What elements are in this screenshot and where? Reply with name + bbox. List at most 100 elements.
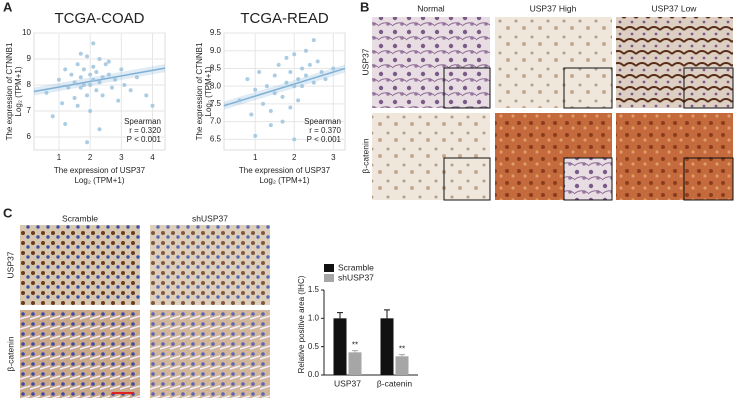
x-tick-label: 1 bbox=[57, 153, 62, 162]
x-tick-label: 1 bbox=[253, 153, 258, 162]
point bbox=[106, 72, 111, 77]
point bbox=[91, 64, 96, 69]
bar bbox=[348, 352, 362, 375]
point bbox=[66, 85, 71, 90]
point bbox=[63, 67, 68, 72]
x-tick-label: 3 bbox=[119, 153, 124, 162]
y-tick-label: 6 bbox=[27, 132, 32, 141]
point bbox=[288, 105, 293, 110]
point bbox=[116, 98, 121, 103]
point bbox=[319, 70, 324, 74]
point bbox=[91, 41, 96, 46]
point bbox=[69, 72, 74, 77]
annotation: Spearman bbox=[304, 117, 341, 126]
point bbox=[88, 72, 93, 77]
row-label: USP37 bbox=[5, 251, 15, 278]
annotation: P < 0.001 bbox=[127, 135, 162, 144]
point bbox=[276, 62, 281, 67]
inset bbox=[563, 67, 613, 109]
point bbox=[72, 80, 77, 85]
point bbox=[103, 62, 108, 67]
micrograph bbox=[20, 225, 140, 305]
significance-label: ** bbox=[352, 341, 358, 350]
x-tick-label: β-catenin bbox=[377, 378, 412, 388]
error-bar bbox=[384, 309, 390, 319]
point bbox=[331, 66, 336, 71]
column-label: Scramble bbox=[62, 213, 98, 223]
x-axis-label: Log₂ (TPM+1) bbox=[74, 176, 124, 185]
y-tick-label: 7.5 bbox=[210, 99, 222, 108]
point bbox=[78, 85, 83, 90]
micrograph bbox=[150, 225, 270, 305]
x-axis-label: The expression of USP37 bbox=[54, 166, 146, 175]
significance-label: ** bbox=[399, 345, 405, 354]
x-tick-label: 3 bbox=[331, 153, 336, 162]
point bbox=[81, 83, 86, 87]
x-axis-label: The expression of USP37 bbox=[239, 166, 331, 175]
point bbox=[303, 48, 308, 53]
point bbox=[257, 70, 262, 74]
x-tick-label: 4 bbox=[150, 153, 155, 162]
point bbox=[280, 94, 285, 99]
point bbox=[245, 77, 250, 82]
point bbox=[94, 70, 99, 74]
point bbox=[85, 93, 90, 98]
x-axis-label: Log₂ (TPM+1) bbox=[259, 176, 309, 185]
point bbox=[100, 93, 105, 98]
y-axis-label: The expression of CTNNB1 bbox=[195, 42, 204, 140]
error-bar bbox=[352, 350, 358, 353]
y-tick-label: 7.0 bbox=[210, 117, 222, 126]
panel-label: A bbox=[3, 0, 13, 14]
point bbox=[300, 84, 305, 89]
inset bbox=[683, 157, 734, 201]
y-tick-label: 8 bbox=[27, 80, 32, 89]
point bbox=[323, 77, 328, 82]
annotation: r = 0.320 bbox=[129, 126, 161, 135]
point bbox=[253, 133, 258, 138]
point bbox=[261, 101, 266, 106]
column-label: USP37 High bbox=[530, 3, 577, 13]
y-axis-label: The expression of CTNNB1 bbox=[5, 42, 14, 140]
column-label: USP37 Low bbox=[652, 3, 698, 13]
y-axis-label: Log₂ (TPM+1) bbox=[14, 66, 23, 116]
trendline bbox=[223, 67, 346, 107]
legend-label: Scramble bbox=[338, 262, 374, 272]
point bbox=[272, 73, 277, 78]
error-bar bbox=[337, 312, 343, 319]
point bbox=[253, 87, 258, 92]
trendline bbox=[33, 67, 166, 93]
point bbox=[63, 122, 68, 126]
point bbox=[75, 103, 80, 108]
point bbox=[113, 77, 118, 82]
point bbox=[56, 77, 61, 82]
legend-swatch bbox=[324, 264, 334, 272]
point bbox=[97, 127, 102, 132]
point bbox=[50, 114, 55, 119]
point bbox=[144, 93, 149, 98]
x-tick-label: 2 bbox=[292, 153, 297, 162]
plot-area bbox=[223, 32, 346, 151]
point bbox=[303, 73, 308, 78]
panel-label: B bbox=[360, 0, 369, 14]
point bbox=[307, 62, 312, 67]
point bbox=[128, 88, 133, 93]
point bbox=[85, 140, 90, 145]
row-label: USP37 bbox=[360, 48, 370, 75]
point bbox=[296, 77, 301, 82]
point bbox=[109, 85, 114, 90]
point bbox=[311, 80, 316, 85]
point bbox=[311, 38, 316, 43]
column-label: shUSP37 bbox=[192, 213, 228, 223]
x-tick-label: USP37 bbox=[334, 378, 361, 388]
annotation: P < 0.001 bbox=[307, 135, 342, 144]
chart-title: TCGA-READ bbox=[240, 10, 329, 27]
row-label: β-catenin bbox=[5, 336, 15, 371]
panel-label: C bbox=[3, 205, 13, 220]
point bbox=[44, 90, 49, 95]
point bbox=[249, 112, 254, 117]
point bbox=[292, 52, 297, 57]
point bbox=[300, 66, 305, 71]
y-tick-label: 9 bbox=[27, 54, 32, 63]
y-axis-label: Relative positive area (IHC) bbox=[297, 275, 306, 373]
point bbox=[85, 54, 90, 59]
